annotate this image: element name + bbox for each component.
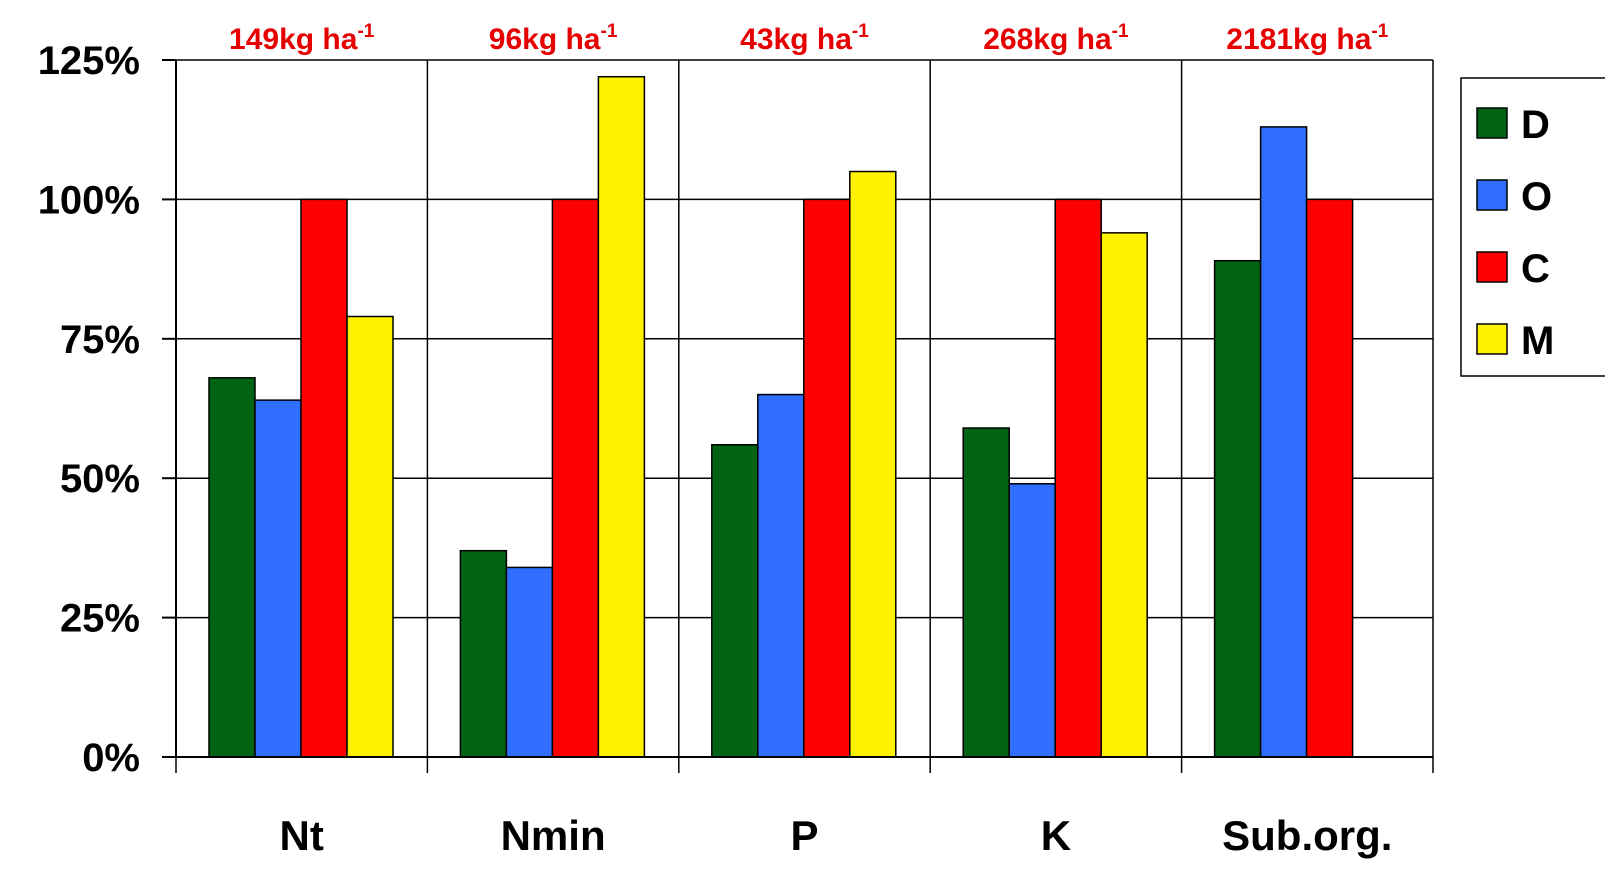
labels: 0% 25% 50% 75% 100% 125% Nt 149kg ha-1 Nmin 96kg … xyxy=(38,21,1393,859)
bar-O-Sub.org. xyxy=(1259,126,1308,758)
bar-D-K xyxy=(962,427,1010,758)
category-annotation: 2181kg ha-1 xyxy=(1226,21,1388,56)
category-annotation: 149kg ha-1 xyxy=(229,21,375,56)
y-tick-label: 25% xyxy=(60,597,140,641)
x-category-label: Sub.org. xyxy=(1222,812,1392,859)
bar-C-Nt xyxy=(300,198,348,758)
axes xyxy=(162,59,1433,758)
bar-C-Nmin xyxy=(551,198,600,758)
bar-O-K xyxy=(1008,483,1056,758)
bar-M-Nt xyxy=(346,315,394,758)
x-category-label: K xyxy=(1041,812,1071,859)
x-category-label: P xyxy=(790,812,818,859)
y-tick-label: 75% xyxy=(60,318,140,362)
y-tick-label: 125% xyxy=(38,39,140,83)
legend-label-M: M xyxy=(1521,319,1554,363)
bar-C-Sub.org. xyxy=(1305,198,1354,758)
legend-swatch-C xyxy=(1476,251,1508,283)
legend-swatch-D xyxy=(1476,107,1508,139)
bar-O-P xyxy=(757,393,805,758)
category-annotation: 268kg ha-1 xyxy=(983,21,1129,56)
legend-swatch-O xyxy=(1476,179,1508,211)
bar-D-P xyxy=(711,443,759,758)
category-annotation: 96kg ha-1 xyxy=(489,21,618,56)
x-category-label: Nmin xyxy=(501,812,606,859)
y-tick-label: 100% xyxy=(38,178,140,222)
bar-M-K xyxy=(1100,232,1148,758)
bar-C-P xyxy=(803,198,851,758)
bar-C-K xyxy=(1054,198,1102,758)
bar-D-Nt xyxy=(208,377,256,758)
bar-O-Nmin xyxy=(505,566,554,758)
bars xyxy=(208,75,1354,758)
category-annotation: 43kg ha-1 xyxy=(740,21,869,56)
y-tick-label: 50% xyxy=(60,457,140,501)
legend-label-D: D xyxy=(1521,103,1550,147)
x-category-label: Nt xyxy=(280,812,324,859)
legend-swatch-M xyxy=(1476,323,1508,355)
bar-D-Sub.org. xyxy=(1213,259,1262,758)
bar-O-Nt xyxy=(254,399,302,758)
bar-D-Nmin xyxy=(459,549,508,758)
legend-label-C: C xyxy=(1521,247,1550,291)
y-tick-label: 0% xyxy=(82,736,140,780)
bar-M-Nmin xyxy=(597,75,646,758)
bar-M-P xyxy=(849,170,897,758)
legend-label-O: O xyxy=(1521,175,1552,219)
